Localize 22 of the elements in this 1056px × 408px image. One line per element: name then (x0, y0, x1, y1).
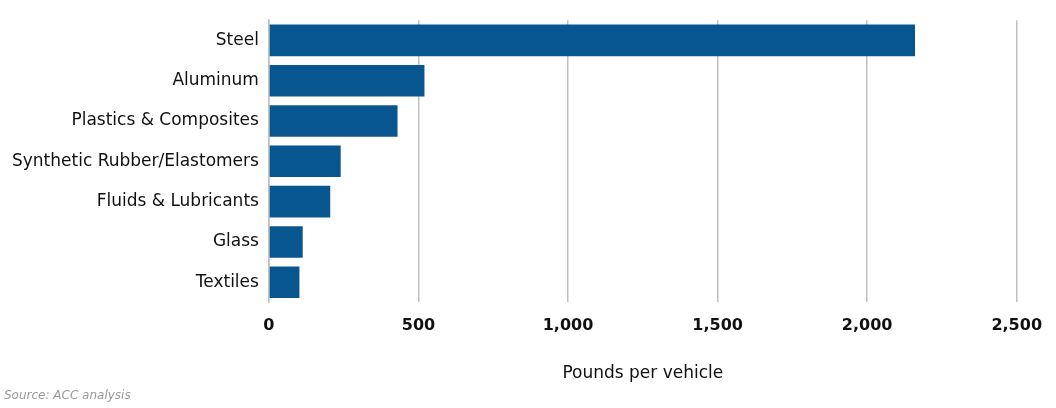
source-note: Source: ACC analysis (4, 388, 131, 402)
y-tick-label: Synthetic Rubber/Elastomers (11, 149, 260, 170)
bar (269, 145, 341, 178)
bar (269, 266, 300, 299)
bar (269, 64, 425, 97)
x-tick-label: 1,500 (692, 315, 743, 335)
x-tick-label: 2,500 (991, 315, 1042, 335)
bar (269, 226, 303, 258)
bar (269, 105, 398, 137)
y-tick-label: Textiles (194, 270, 260, 291)
x-axis-title: Pounds per vehicle (562, 362, 724, 383)
y-tick-label: Plastics & Composites (71, 109, 260, 130)
y-tick-label: Steel (215, 28, 259, 49)
y-tick-label: Glass (212, 230, 260, 251)
x-tick-label: 500 (401, 315, 436, 335)
x-tick-label: 0 (263, 315, 275, 335)
bar (269, 24, 915, 57)
y-tick-label: Fluids & Lubricants (96, 190, 260, 211)
x-tick-label: 2,000 (841, 315, 893, 335)
y-tick-label: Aluminum (172, 69, 259, 90)
x-tick-label: 1,000 (542, 315, 594, 335)
bar (269, 185, 331, 218)
